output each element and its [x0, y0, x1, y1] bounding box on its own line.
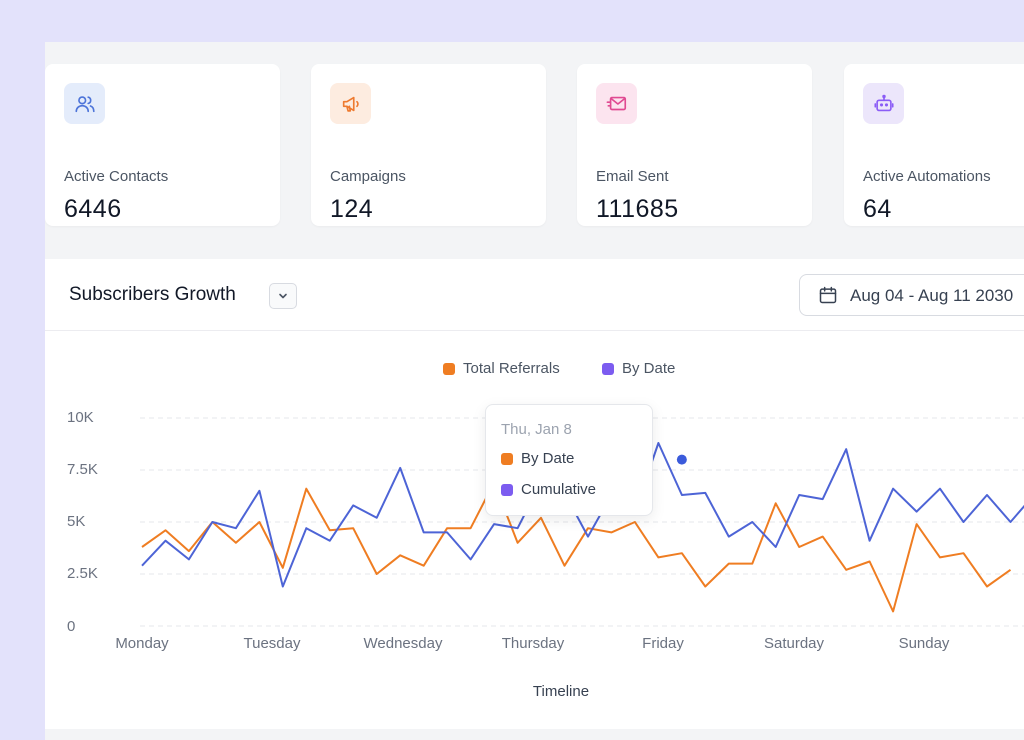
email-send-icon [596, 83, 637, 124]
stat-label: Active Automations [863, 168, 991, 185]
tooltip-swatch [501, 483, 513, 496]
x-tick-label: Friday [642, 635, 684, 652]
calendar-icon [819, 286, 837, 304]
stat-value: 6446 [64, 195, 122, 223]
stat-value: 111685 [596, 195, 679, 223]
date-range-picker[interactable]: Aug 04 - Aug 11 2030 [799, 274, 1024, 316]
stat-card-active-contacts[interactable]: Active Contacts 6446 [45, 64, 280, 226]
legend-item-total-referrals[interactable]: Total Referrals [443, 360, 560, 377]
y-tick-label: 5K [67, 513, 86, 530]
legend-item-by-date[interactable]: By Date [602, 360, 675, 377]
date-range-text: Aug 04 - Aug 11 2030 [850, 286, 1014, 305]
chart-selector-dropdown[interactable] [269, 283, 297, 309]
chart-tooltip: Thu, Jan 8 By Date Cumulative [485, 404, 653, 516]
x-tick-label: Wednesday [363, 635, 443, 652]
stat-value: 124 [330, 195, 374, 223]
legend-swatch [443, 362, 455, 375]
y-tick-label: 7.5K [67, 461, 98, 478]
series-line-cumulative[interactable] [141, 442, 1024, 588]
users-icon [64, 83, 105, 124]
tooltip-label: Cumulative [521, 481, 597, 498]
megaphone-icon [330, 83, 371, 124]
stat-card-campaigns[interactable]: Campaigns 124 [311, 64, 546, 226]
x-tick-label: Monday [115, 635, 169, 652]
stat-card-email-sent[interactable]: Email Sent 111685 [577, 64, 812, 226]
x-tick-label: Sunday [898, 635, 950, 652]
subscribers-growth-panel: Subscribers Growth Aug 04 - Aug 11 2030 [45, 259, 1024, 729]
line-chart [140, 417, 1024, 627]
series-line-by-date[interactable] [141, 481, 1012, 613]
legend-swatch [602, 362, 614, 375]
stat-label: Email Sent [596, 168, 669, 185]
dashboard: Active Contacts 6446 Campaigns 124 Email… [45, 42, 1024, 740]
tooltip-date: Thu, Jan 8 [501, 421, 572, 438]
tooltip-label: By Date [521, 450, 575, 467]
y-tick-label: 2.5K [67, 565, 98, 582]
x-axis-label: Timeline [532, 683, 590, 700]
panel-title: Subscribers Growth [69, 284, 236, 305]
legend-label: By Date [622, 360, 676, 377]
x-tick-label: Saturday [763, 635, 825, 652]
panel-header: Subscribers Growth Aug 04 - Aug 11 2030 [45, 259, 1024, 331]
y-tick-label: 10K [67, 409, 94, 426]
y-tick-label: 0 [67, 618, 76, 635]
stat-value: 64 [863, 195, 892, 223]
tooltip-swatch [501, 452, 513, 465]
stat-label: Active Contacts [64, 168, 169, 185]
x-tick-label: Tuesday [243, 635, 301, 652]
stat-card-active-automations[interactable]: Active Automations 64 [844, 64, 1024, 226]
tooltip-item-cumulative: Cumulative [501, 481, 596, 498]
x-tick-label: Thursday [501, 635, 565, 652]
chevron-down-icon [279, 293, 287, 299]
tooltip-item-by-date: By Date [501, 450, 574, 467]
highlight-point[interactable] [676, 454, 687, 465]
robot-icon [863, 83, 904, 124]
stat-label: Campaigns [330, 168, 406, 185]
legend-label: Total Referrals [463, 360, 560, 377]
